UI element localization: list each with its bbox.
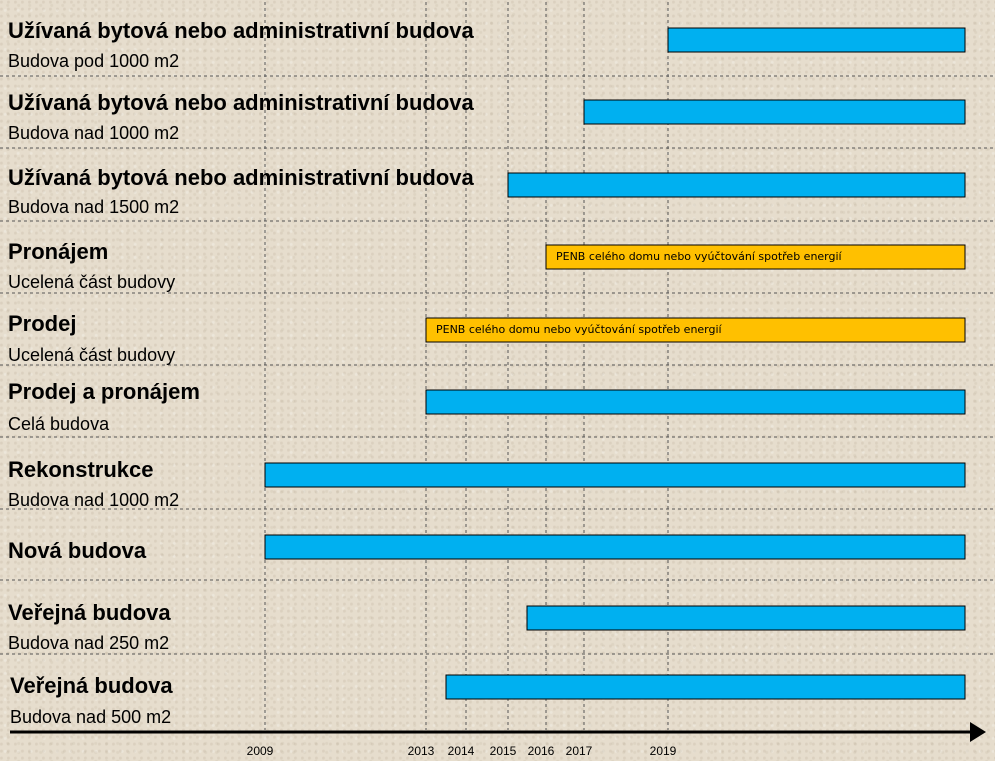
row-subtitle: Budova nad 1500 m2 (8, 197, 179, 217)
row-subtitle: Ucelená část budovy (8, 345, 175, 365)
x-tick-label: 2016 (528, 744, 555, 758)
x-tick-label: 2013 (408, 744, 435, 758)
row-title: Rekonstrukce (8, 457, 154, 482)
row-title: Veřejná budova (8, 600, 171, 625)
x-axis-arrow-icon (970, 722, 986, 742)
x-tick-label: 2019 (650, 744, 677, 758)
bar-label: PENB celého domu nebo vyúčtování spotřeb… (436, 323, 723, 336)
row-title: Prodej (8, 311, 76, 336)
timeline-bar (264, 462, 966, 488)
row-title: Užívaná bytová nebo administrativní budo… (8, 165, 475, 190)
row-subtitle: Budova nad 1000 m2 (8, 123, 179, 143)
timeline-bar (425, 317, 966, 343)
timeline-bar (264, 534, 966, 560)
row-subtitle: Budova pod 1000 m2 (8, 51, 179, 71)
x-tick-label: 2014 (448, 744, 475, 758)
row-title: Pronájem (8, 239, 108, 264)
x-tick-label: 2015 (490, 744, 517, 758)
x-tick-label: 2017 (566, 744, 593, 758)
timeline-bar (445, 674, 966, 700)
x-tick-label: 2009 (247, 744, 274, 758)
row-subtitle: Budova nad 500 m2 (10, 707, 171, 727)
timeline-bar (667, 27, 966, 53)
timeline-bar (425, 389, 966, 415)
row-subtitle: Ucelená část budovy (8, 272, 175, 292)
row-subtitle: Budova nad 1000 m2 (8, 490, 179, 510)
timeline-bar (583, 99, 966, 125)
row-title: Užívaná bytová nebo administrativní budo… (8, 90, 475, 115)
row-subtitle: Budova nad 250 m2 (8, 633, 169, 653)
row-title: Užívaná bytová nebo administrativní budo… (8, 18, 475, 43)
timeline-bar (545, 244, 966, 270)
bar-label: PENB celého domu nebo vyúčtování spotřeb… (556, 250, 843, 263)
row-title: Veřejná budova (10, 673, 173, 698)
row-title: Nová budova (8, 538, 147, 563)
timeline-bar (526, 605, 966, 631)
row-title: Prodej a pronájem (8, 379, 200, 404)
timeline-bar (507, 172, 966, 198)
row-subtitle: Celá budova (8, 414, 110, 434)
